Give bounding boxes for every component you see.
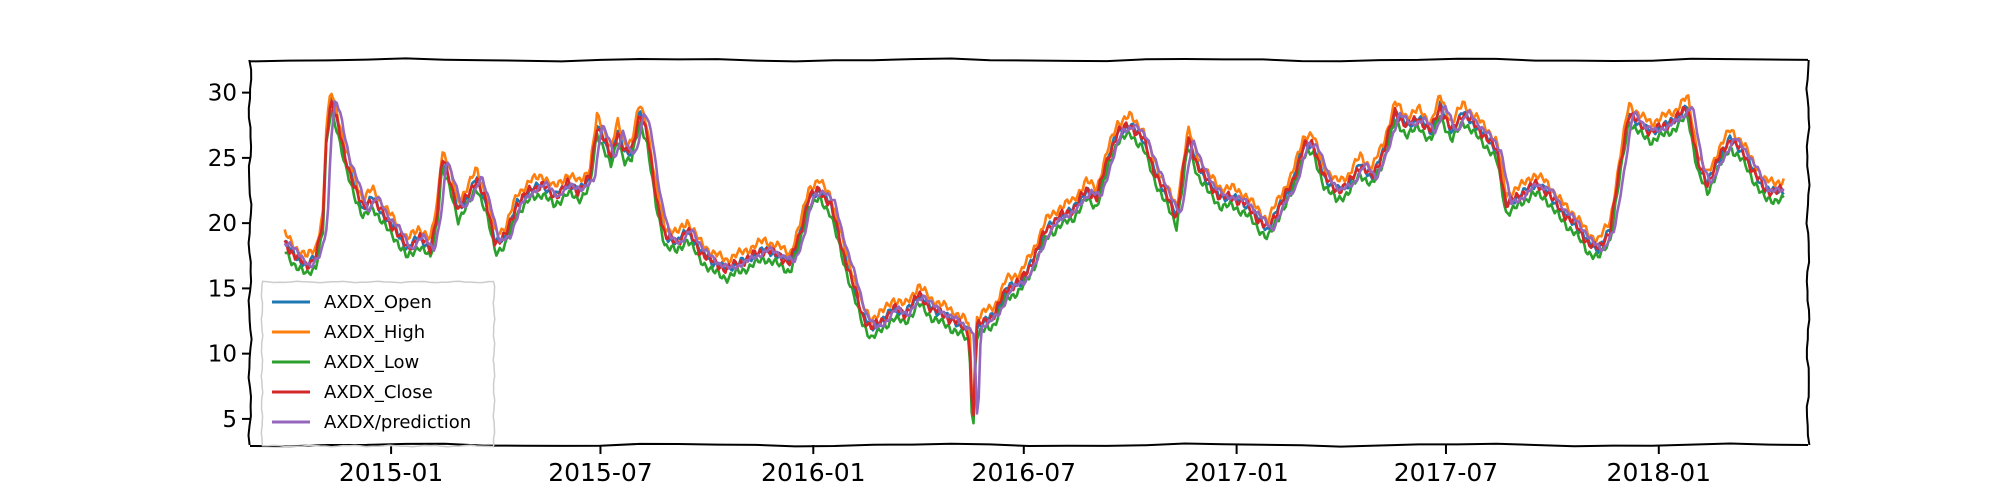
plot-frame xyxy=(247,57,1811,448)
plot-area xyxy=(247,57,1811,448)
series-line-1 xyxy=(283,92,1785,412)
legend-entry-2[interactable]: AXDX_Low xyxy=(272,352,419,373)
y-tick-label-5: 30 xyxy=(208,81,237,107)
legend-label: AXDX_High xyxy=(324,322,425,343)
y-tick-label-0: 5 xyxy=(222,407,237,433)
x-tick-label-3: 2016-07 xyxy=(972,458,1076,487)
series-line-4 xyxy=(283,100,1785,415)
y-tick-label-4: 25 xyxy=(208,146,237,172)
legend-label: AXDX_Low xyxy=(324,352,419,373)
x-tick-label-6: 2018-01 xyxy=(1607,458,1711,487)
series-layer xyxy=(283,92,1785,425)
legend-box xyxy=(260,280,496,448)
y-tick-label-1: 10 xyxy=(208,342,237,368)
legend-label: AXDX_Close xyxy=(324,382,433,403)
series-line-3 xyxy=(283,100,1785,417)
legend-label: AXDX_Open xyxy=(324,292,432,313)
legend-entry-0[interactable]: AXDX_Open xyxy=(272,292,432,313)
y-axis: 5 10 15 20 25 30 xyxy=(208,81,250,433)
x-tick-label-4: 2017-01 xyxy=(1184,458,1288,487)
x-tick-label-0: 2015-01 xyxy=(339,458,443,487)
legend-entry-1[interactable]: AXDX_High xyxy=(272,322,425,343)
y-tick-label-2: 15 xyxy=(208,276,237,302)
legend-entry-3[interactable]: AXDX_Close xyxy=(272,382,433,403)
series-line-2 xyxy=(284,109,1785,425)
x-tick-label-2: 2016-01 xyxy=(761,458,865,487)
y-tick-label-3: 20 xyxy=(208,211,237,237)
x-tick-label-1: 2015-07 xyxy=(548,458,652,487)
legend[interactable]: AXDX_Open AXDX_High AXDX_Low AXDX_Close AXDX… xyxy=(260,280,496,448)
legend-items: AXDX_Open AXDX_High AXDX_Low AXDX_Close AXDX… xyxy=(272,292,471,433)
legend-entry-4[interactable]: AXDX/prediction xyxy=(272,412,471,433)
legend-label: AXDX/prediction xyxy=(324,412,471,433)
x-axis: 2015-01 2015-07 2016-01 2016-07 2017-01 2017-… xyxy=(339,445,1711,487)
x-tick-label-5: 2017-07 xyxy=(1394,458,1498,487)
